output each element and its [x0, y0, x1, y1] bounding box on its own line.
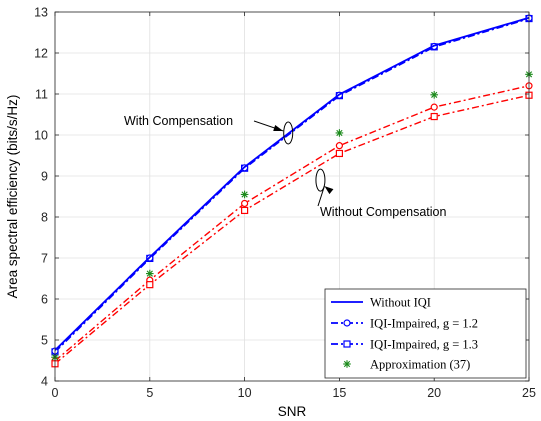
legend-marker-approximation [343, 360, 351, 368]
ticks: 0 5 10 15 20 25 4 5 6 7 8 9 10 11 12 13 [34, 6, 536, 401]
y-tick-label: 10 [34, 129, 48, 143]
annotation-ellipse-compensated [283, 121, 294, 145]
series-approximation-marker [430, 91, 438, 99]
legend-box [324, 288, 527, 379]
x-tick-label: 15 [332, 386, 346, 400]
asterisk-stroke [146, 270, 153, 277]
series-g12-uncompensated-marker [335, 142, 343, 150]
legend-label: Approximation (37) [370, 358, 470, 372]
annotation-without-compensation: Without Compensation [320, 205, 447, 219]
legend-label: IQI-Impaired, g = 1.3 [370, 338, 478, 352]
x-tick-label: 0 [52, 386, 59, 400]
annotation-arrow-line [317, 185, 325, 207]
y-tick-label: 9 [41, 170, 48, 184]
legend-label: IQI-Impaired, g = 1.2 [370, 317, 478, 331]
asterisk-stroke [343, 360, 351, 368]
asterisk-stroke [241, 191, 248, 198]
series-g13-uncompensated-marker [241, 206, 249, 215]
series-g12-uncompensated-line [54, 85, 530, 362]
series-g13-uncompensated-marker [430, 112, 438, 121]
series-g13-uncompensated-marker [146, 281, 154, 289]
asterisk-stroke [336, 129, 343, 137]
legend-marker-g13 [343, 340, 351, 348]
y-tick-label: 7 [41, 252, 48, 266]
x-tick-label: 20 [427, 386, 441, 400]
series-approximation-marker [146, 269, 154, 278]
series-g13-uncompensated-marker [335, 149, 343, 158]
asterisk-stroke [431, 91, 438, 98]
y-tick-label: 8 [41, 211, 48, 225]
x-tick-label: 10 [238, 386, 252, 400]
y-tick-label: 6 [41, 293, 48, 307]
series-g12-uncompensated-marker [430, 103, 438, 111]
x-axis-label: SNR [278, 404, 307, 419]
annotation-arrowhead [273, 124, 284, 131]
series-approximation-marker [335, 129, 344, 137]
legend-label: Without IQI [370, 296, 431, 310]
series-approximation-marker [240, 190, 249, 199]
legend: Without IQI IQI-Impaired, g = 1.2 IQI-Impa… [324, 288, 527, 379]
legend-marker-g12 [343, 319, 351, 327]
y-tick-label: 12 [34, 47, 48, 61]
y-tick-label: 11 [35, 88, 48, 102]
y-axis-label: Area spectral efficiency (bits/s/Hz) [5, 95, 20, 299]
annotation-with-compensation: With Compensation [124, 114, 233, 128]
y-tick-label: 5 [41, 334, 48, 348]
series-without-iqi-line [54, 16, 530, 351]
annotation-ellipse-uncompensated [315, 168, 326, 192]
plot-frame [54, 11, 530, 382]
y-tick-label: 4 [41, 375, 48, 389]
series-g12-uncompensated-marker [241, 199, 249, 208]
x-tick-label: 25 [522, 386, 536, 400]
annotation-arrowhead [324, 186, 334, 195]
grid [54, 11, 530, 382]
y-tick-label: 13 [34, 6, 48, 20]
annotations: With Compensation Without Compensation [124, 114, 447, 219]
x-tick-label: 5 [146, 386, 153, 400]
